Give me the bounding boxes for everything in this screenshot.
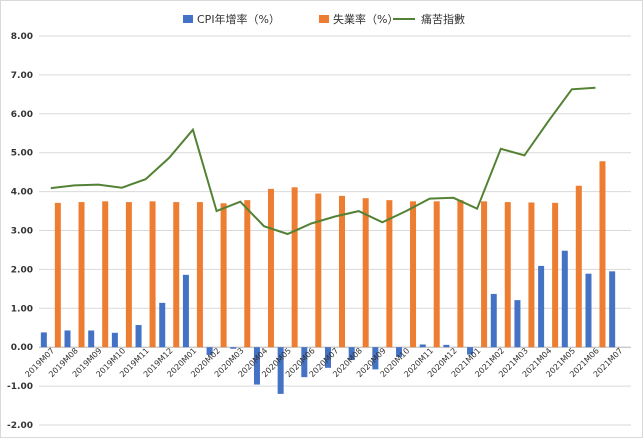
misery-index-line xyxy=(50,86,596,236)
bar-unemployment xyxy=(315,193,322,348)
legend-item: 痛苦指數 xyxy=(393,12,465,26)
legend-item: CPI年增率（%） xyxy=(183,12,280,26)
bar-unemployment xyxy=(267,188,274,348)
bar-unemployment xyxy=(433,201,440,348)
bar-cpi xyxy=(111,332,118,348)
bar-unemployment xyxy=(457,200,464,348)
bar-unemployment xyxy=(599,161,606,348)
legend-swatch xyxy=(319,15,329,23)
legend-label: 痛苦指數 xyxy=(421,12,465,26)
bar-unemployment xyxy=(504,202,511,348)
legend-item: 失業率（%） xyxy=(319,12,398,26)
bar-unemployment xyxy=(196,202,203,348)
y-tick-label: 4.00 xyxy=(11,188,33,198)
bar-cpi xyxy=(585,273,592,348)
bars xyxy=(40,161,616,394)
legend-swatch xyxy=(183,15,193,23)
bar-unemployment xyxy=(575,185,582,348)
bar-unemployment xyxy=(339,195,345,348)
bar-cpi xyxy=(443,344,450,348)
y-tick-label: 6.00 xyxy=(11,110,33,120)
bar-cpi xyxy=(64,330,71,348)
y-tick-label: 0.00 xyxy=(11,343,33,353)
y-tick-label: -1.00 xyxy=(7,382,33,392)
bar-unemployment xyxy=(410,201,417,348)
bar-unemployment xyxy=(386,200,393,348)
y-tick-label: 7.00 xyxy=(11,71,33,81)
bar-unemployment xyxy=(149,201,156,348)
bar-cpi xyxy=(372,347,379,370)
bar-cpi xyxy=(561,250,568,348)
lines xyxy=(50,86,596,236)
bar-unemployment xyxy=(528,202,535,348)
y-tick-label: 2.00 xyxy=(11,265,33,275)
bar-cpi xyxy=(419,344,426,348)
bar-unemployment xyxy=(102,201,109,348)
bar-cpi xyxy=(467,347,474,355)
y-tick-label: 1.00 xyxy=(11,304,33,314)
bar-cpi xyxy=(609,271,616,348)
bar-cpi xyxy=(206,347,213,355)
bar-cpi xyxy=(40,332,47,348)
bar-cpi xyxy=(538,265,545,348)
legend-label: CPI年增率（%） xyxy=(197,12,280,26)
y-axis-ticks: -2.00 -1.00 0.00 1.00 2.00 3.00 4.00 5.00 6.00 7.… xyxy=(7,32,33,431)
bar-unemployment xyxy=(481,201,488,348)
y-tick-label: 3.00 xyxy=(11,227,33,237)
bar-cpi xyxy=(88,330,95,348)
bar-unemployment xyxy=(173,202,180,348)
bar-cpi xyxy=(348,347,355,361)
bar-cpi xyxy=(301,347,308,378)
bar-unemployment xyxy=(291,187,298,348)
bar-cpi xyxy=(514,300,521,348)
bar-unemployment xyxy=(78,202,85,348)
y-tick-label: -2.00 xyxy=(7,421,33,431)
bar-cpi xyxy=(277,347,284,394)
bar-cpi xyxy=(135,325,142,348)
bar-unemployment xyxy=(54,202,61,348)
bar-unemployment xyxy=(244,200,251,348)
legend: CPI年增率（%） 失業率（%） 痛苦指數 xyxy=(183,12,465,26)
x-axis-ticks: 2019M072019M082019M092019M102019M112019M… xyxy=(23,346,624,379)
bar-cpi xyxy=(159,302,166,348)
bar-unemployment xyxy=(125,202,132,348)
legend-label: 失業率（%） xyxy=(333,12,398,26)
bar-unemployment xyxy=(362,198,369,348)
bar-cpi xyxy=(490,293,497,348)
y-tick-label: 8.00 xyxy=(11,32,33,42)
bar-unemployment xyxy=(552,202,559,348)
bar-cpi xyxy=(253,347,260,385)
bar-cpi xyxy=(182,274,189,348)
bar-unemployment xyxy=(220,203,227,348)
y-tick-label: 5.00 xyxy=(11,149,33,159)
bar-cpi xyxy=(325,347,331,368)
bar-cpi xyxy=(230,347,237,349)
bar-cpi xyxy=(396,347,403,357)
